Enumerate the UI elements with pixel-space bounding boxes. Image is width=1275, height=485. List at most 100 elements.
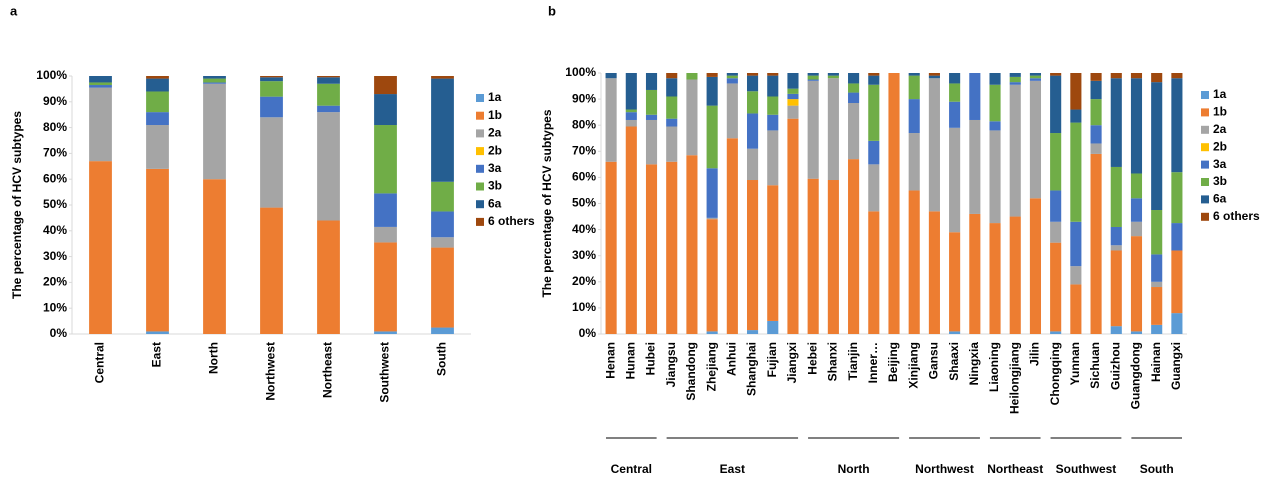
group-label: Central: [611, 462, 652, 476]
legend-label: 1b: [488, 108, 502, 122]
bar-segment: [666, 161, 678, 334]
bar-segment: [666, 118, 678, 127]
bar-segment: [928, 211, 940, 334]
legend-swatch: [476, 94, 484, 102]
bar-segment: [1110, 326, 1122, 334]
bar-segment: [746, 180, 759, 331]
x-tick-label: Jilin: [1028, 342, 1042, 366]
y-tick-label: 0%: [579, 326, 597, 340]
bar-segment: [431, 181, 454, 212]
x-tick-label: Jiangsu: [664, 342, 678, 387]
bar-segment: [1090, 143, 1102, 154]
y-tick-label: 60%: [43, 171, 67, 185]
bar-segment: [746, 73, 759, 76]
x-tick-label: Ningxia: [967, 342, 981, 386]
bar-segment: [1050, 73, 1062, 76]
bar-segment: [767, 320, 779, 334]
bar-segment: [1171, 223, 1183, 251]
y-tick-label: 30%: [572, 248, 596, 262]
panel-label: a: [10, 3, 18, 18]
legend-label: 3b: [488, 179, 502, 193]
x-tick-label: Inner…: [866, 342, 880, 383]
bar-segment: [260, 76, 283, 78]
bar-segment: [1029, 78, 1042, 81]
legend-swatch: [1201, 212, 1209, 221]
y-tick-label: 100%: [565, 65, 596, 79]
bar-segment: [374, 242, 397, 332]
x-tick-label: Hainan: [1149, 342, 1163, 382]
bar-segment: [431, 76, 454, 79]
bar-segment: [787, 73, 799, 89]
bar-segment: [203, 82, 226, 84]
bar-segment: [767, 185, 779, 321]
legend-swatch: [476, 164, 484, 173]
bar-segment: [1050, 331, 1062, 334]
x-tick-label: Gansu: [927, 342, 941, 379]
bar-segment: [686, 155, 698, 334]
bar-segment: [1130, 236, 1143, 332]
bar-segment: [431, 237, 454, 248]
legend-label: 2b: [1213, 139, 1227, 153]
bar-segment: [645, 73, 658, 90]
bar-segment: [260, 207, 283, 334]
x-tick-label: North: [207, 342, 221, 374]
x-tick-label: South: [435, 342, 449, 376]
x-tick-label: Hebei: [805, 342, 819, 375]
bar-segment: [1009, 84, 1021, 217]
y-tick-label: 70%: [43, 146, 67, 160]
group-label: North: [838, 462, 870, 476]
bar-segment: [431, 211, 454, 238]
bar-segment: [787, 105, 799, 119]
bar-segment: [666, 73, 678, 79]
bar-segment: [645, 164, 658, 334]
bar-segment: [1171, 73, 1183, 79]
bar-segment: [928, 73, 940, 76]
bar-segment: [203, 179, 226, 334]
x-tick-label: Northeast: [321, 342, 335, 398]
bar-segment: [827, 78, 839, 181]
bar-segment: [848, 83, 860, 93]
bar-segment: [868, 75, 880, 85]
bar-segment: [1151, 287, 1163, 325]
legend-swatch: [1201, 125, 1209, 134]
bar-segment: [706, 168, 718, 218]
bar-segment: [317, 76, 340, 78]
x-tick-label: Liaoning: [987, 342, 1001, 392]
bar-segment: [625, 119, 637, 127]
bar-segment: [1110, 73, 1122, 79]
bar-segment: [1130, 173, 1143, 199]
bar-segment: [1151, 82, 1163, 211]
bar-segment: [868, 84, 880, 141]
y-tick-label: 10%: [572, 300, 596, 314]
bar-segment: [807, 73, 819, 76]
bar-segment: [605, 73, 617, 79]
y-tick-label: 20%: [572, 274, 596, 288]
bar-segment: [726, 83, 738, 139]
bar-segment: [1151, 254, 1163, 282]
bar-segment: [989, 130, 1001, 224]
bar-segment: [260, 117, 283, 208]
bar-segment: [969, 73, 981, 120]
y-tick-label: 40%: [43, 223, 67, 237]
bar-segment: [317, 112, 340, 221]
bar-segment: [787, 99, 799, 106]
bar-segment: [625, 112, 637, 120]
y-tick-label: 70%: [572, 143, 596, 157]
bar-segment: [686, 73, 698, 80]
bar-segment: [89, 76, 112, 83]
bar-segment: [969, 119, 981, 214]
legend-swatch: [1201, 143, 1209, 152]
bar-segment: [848, 159, 860, 334]
bar-segment: [1090, 73, 1102, 81]
bar-segment: [949, 331, 961, 334]
bar-segment: [706, 76, 718, 106]
bar-segment: [1050, 190, 1062, 222]
bar-segment: [767, 73, 779, 76]
bar-segment: [317, 77, 340, 84]
bar-segment: [605, 78, 617, 162]
bar-segment: [1070, 109, 1082, 123]
bar-segment: [1151, 281, 1163, 288]
y-tick-label: 40%: [572, 222, 596, 236]
bar-segment: [374, 94, 397, 126]
x-tick-label: Southwest: [378, 342, 392, 403]
